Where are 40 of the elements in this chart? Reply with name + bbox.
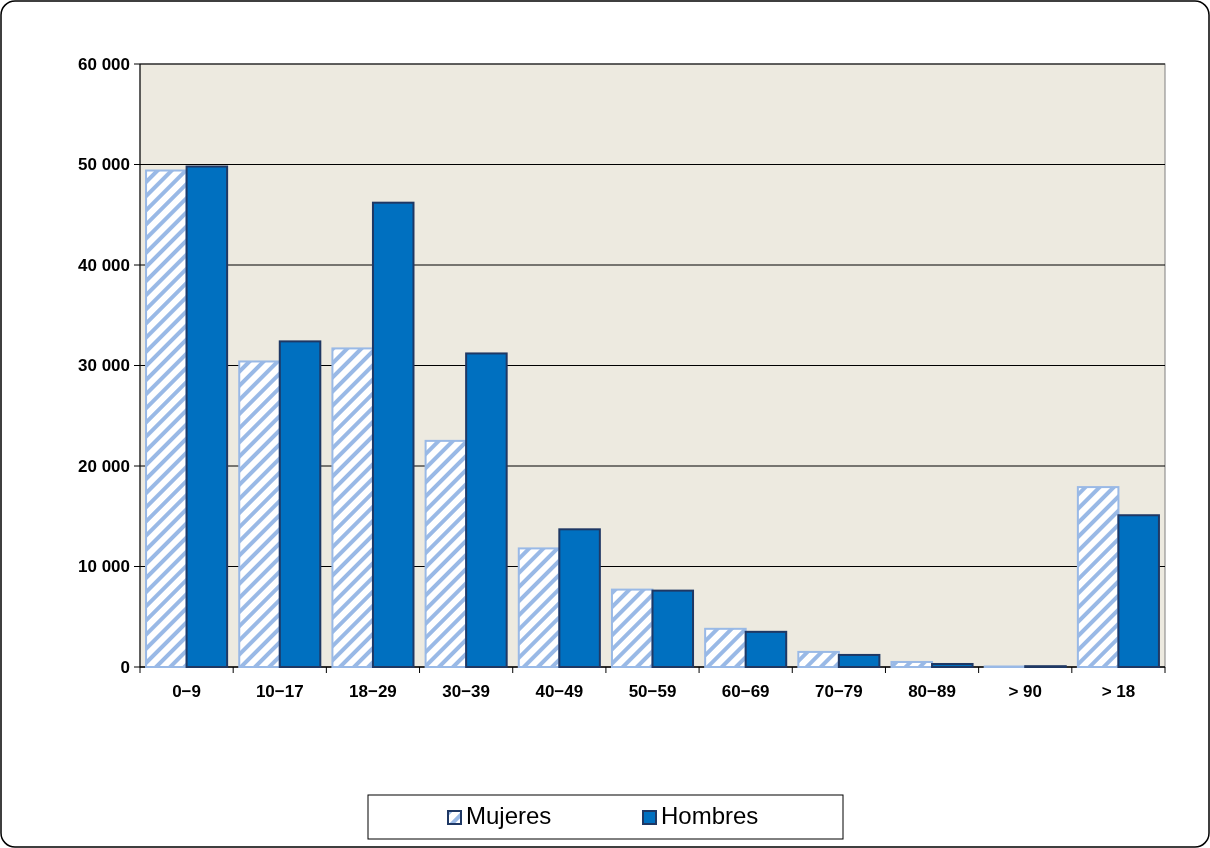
x-tick-label: 80−89 bbox=[908, 682, 956, 701]
x-tick-label: 70−79 bbox=[814, 682, 863, 701]
bar bbox=[424, 439, 468, 668]
y-tick-label: 10 000 bbox=[78, 557, 130, 577]
x-tick-label: 0−9 bbox=[172, 682, 202, 701]
y-tick-label: 60 000 bbox=[78, 54, 130, 74]
bar bbox=[371, 201, 415, 668]
bar bbox=[931, 662, 974, 668]
bar bbox=[278, 340, 322, 668]
bar bbox=[558, 528, 601, 668]
y-tick-label: 50 000 bbox=[78, 155, 130, 175]
bar bbox=[1117, 514, 1160, 668]
y-tick-label: 0 bbox=[120, 657, 130, 677]
y-tick-label: 20 000 bbox=[78, 456, 130, 476]
x-tick-label: 50−59 bbox=[628, 682, 677, 701]
y-tick-label: 30 000 bbox=[78, 356, 130, 376]
bar bbox=[145, 169, 188, 668]
bar bbox=[837, 653, 881, 668]
bar bbox=[797, 650, 840, 668]
x-tick-label: 60−69 bbox=[721, 682, 770, 701]
y-tick-label: 40 000 bbox=[78, 255, 130, 275]
bar bbox=[238, 360, 281, 668]
bar bbox=[651, 589, 695, 668]
bar bbox=[517, 547, 561, 668]
legend-label: Hombres bbox=[661, 802, 759, 829]
x-tick-label: 10−17 bbox=[255, 682, 304, 701]
bar bbox=[465, 352, 508, 668]
bar bbox=[331, 347, 374, 668]
bar bbox=[890, 660, 934, 668]
x-tick-label: > 90 bbox=[1008, 682, 1043, 701]
x-tick-label: 30−39 bbox=[442, 682, 491, 701]
x-tick-label: 40−49 bbox=[535, 682, 584, 701]
x-tick-label: 18−29 bbox=[349, 682, 397, 701]
bar bbox=[610, 588, 654, 668]
bar bbox=[744, 630, 788, 668]
bar bbox=[1076, 486, 1120, 668]
x-tick-label: > 18 bbox=[1101, 682, 1136, 701]
bar bbox=[185, 165, 229, 668]
bar bbox=[704, 627, 747, 668]
legend-label: Mujeres bbox=[466, 802, 552, 829]
